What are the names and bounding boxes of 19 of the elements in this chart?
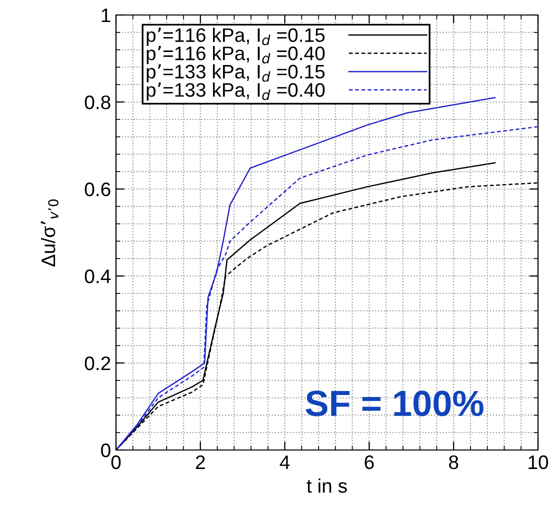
annotation: SF = 100%: [306, 390, 484, 416]
x-axis-title: t in s: [306, 478, 347, 493]
x-tick-label: 10: [528, 455, 548, 470]
legend-label: p’=133 kPa, I$_{d}$ =0.40: [146, 82, 325, 101]
y-tick-label: 0.6: [84, 182, 110, 196]
x-tick-label: 4: [280, 456, 290, 469]
y-tick-label: 1: [102, 8, 110, 22]
y-tick-label: 0.2: [84, 356, 110, 370]
x-tick-label: 2: [196, 455, 205, 469]
x-tick-label: 6: [364, 455, 374, 470]
y-axis-title: Δu/σ’$_{v’0}$: [40, 199, 58, 267]
y-tick-label: 0: [101, 443, 110, 458]
legend-label: p’=116 kPa, I$_{d}$ =0.40: [146, 46, 325, 64]
y-tick-label: 0.4: [84, 269, 111, 284]
x-tick-label: 0: [111, 455, 121, 470]
x-tick-label: 8: [449, 455, 458, 470]
legend-label: p’=133 kPa, I$_{d}$ =0.15: [146, 64, 325, 82]
y-tick-label: 0.8: [84, 95, 110, 110]
legend-label: p’=116 kPa, I$_{d}$ =0.15: [146, 28, 325, 46]
